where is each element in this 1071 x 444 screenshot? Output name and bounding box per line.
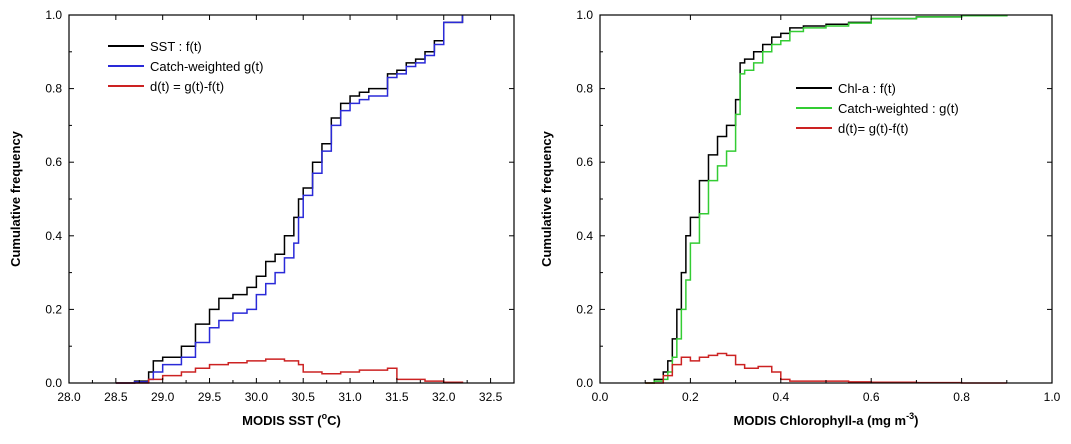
x-tick-label: 0.6 xyxy=(863,390,880,404)
plot-frame xyxy=(68,14,515,384)
x-tick-label: 32.5 xyxy=(479,390,503,404)
sst-chart: 28.0 28.5 29.0 29.5 30.0 30.5 31.0 31.5 32.0 32.5… xyxy=(8,8,515,428)
legend-label-2: d(t)= g(t)-f(t) xyxy=(838,121,908,136)
y-tick-label: 0.8 xyxy=(576,82,593,96)
legend-label-0: SST : f(t) xyxy=(150,39,202,54)
chlorophyll-chart: 0.0 0.2 0.4 0.6 0.8 1.0 0.0 0.2 0.4 0.6 0.8 1.0 MODI… xyxy=(539,8,1061,428)
x-tick-label: 0.2 xyxy=(682,390,699,404)
legend-label-0: Chl-a : f(t) xyxy=(838,81,896,96)
x-axis-title: MODIS Chlorophyll-a (mg m-3) xyxy=(734,411,919,428)
x-tick-label: 28.5 xyxy=(104,390,128,404)
y-tick-label: 0.4 xyxy=(45,229,62,243)
y-axis-title: Cumulative frequency xyxy=(8,130,23,267)
x-tick-label: 32.0 xyxy=(432,390,456,404)
legend-label-1: Catch-weighted : g(t) xyxy=(838,101,959,116)
y-tick-label: 0.2 xyxy=(45,302,62,316)
y-tick-label: 0.6 xyxy=(576,155,593,169)
series-line-0 xyxy=(645,14,1008,384)
series-line-2 xyxy=(115,358,464,384)
y-tick-label: 0.0 xyxy=(45,376,62,390)
y-tick-label: 0.2 xyxy=(576,302,593,316)
y-tick-label: 0.6 xyxy=(45,155,62,169)
x-tick-label: 31.0 xyxy=(338,390,362,404)
x-tick-label: 29.5 xyxy=(198,390,222,404)
x-tick-label: 31.5 xyxy=(385,390,409,404)
series-line-1 xyxy=(115,15,464,384)
x-tick-label: 1.0 xyxy=(1044,390,1061,404)
series-line-2 xyxy=(645,352,1007,384)
x-tick-label: 28.0 xyxy=(57,390,81,404)
x-tick-label: 30.5 xyxy=(292,390,316,404)
y-tick-label: 0.0 xyxy=(576,376,593,390)
x-axis-title: MODIS SST (oC) xyxy=(242,411,341,428)
plot-frame xyxy=(599,14,1053,384)
y-axis-title: Cumulative frequency xyxy=(539,130,554,267)
y-tick-label: 1.0 xyxy=(45,8,62,22)
x-tick-label: 0.0 xyxy=(592,390,609,404)
x-tick-label: 29.0 xyxy=(151,390,175,404)
y-tick-label: 1.0 xyxy=(576,8,593,22)
x-tick-label: 30.0 xyxy=(245,390,269,404)
y-tick-label: 0.4 xyxy=(576,229,593,243)
x-tick-label: 0.8 xyxy=(953,390,970,404)
x-tick-label: 0.4 xyxy=(772,390,789,404)
legend-label-2: d(t) = g(t)-f(t) xyxy=(150,79,224,94)
legend-label-1: Catch-weighted g(t) xyxy=(150,59,263,74)
series-line-1 xyxy=(645,14,1008,384)
y-tick-label: 0.8 xyxy=(45,82,62,96)
